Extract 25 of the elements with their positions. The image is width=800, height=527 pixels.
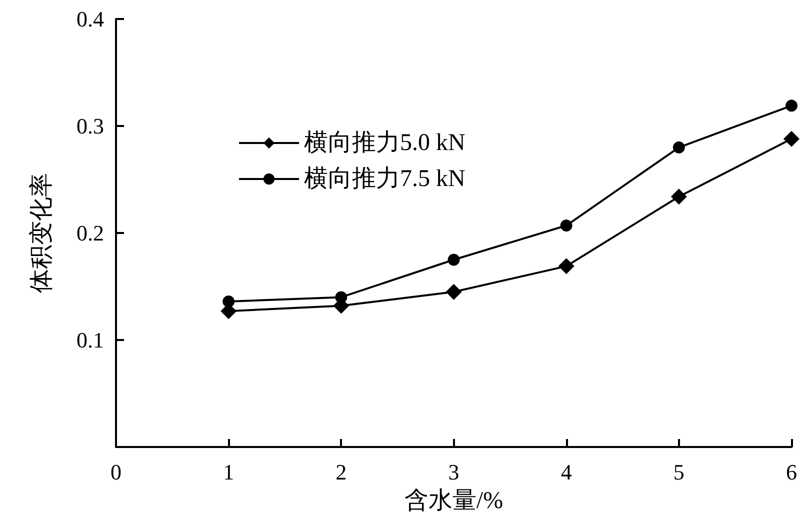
x-tick-label: 3 — [448, 460, 460, 484]
point — [560, 220, 572, 232]
x-axis-title: 含水量/% — [404, 488, 504, 514]
x-tick-label: 6 — [786, 460, 797, 484]
y-axis-title: 体积变化率 — [28, 173, 55, 293]
y-tick-label: 0.3 — [76, 114, 104, 138]
y-tick-label: 0.2 — [76, 220, 104, 246]
point — [446, 284, 462, 300]
point — [335, 291, 348, 304]
point — [786, 100, 798, 112]
point — [670, 188, 687, 205]
legend-label: 横向推力7.5 kN — [304, 166, 466, 192]
x-tick-label: 4 — [560, 460, 572, 484]
y-tick-label: 0.4 — [76, 6, 104, 32]
x-tick-label: 1 — [223, 460, 234, 484]
point — [558, 258, 574, 274]
x-tick-label: 5 — [673, 460, 684, 484]
point — [222, 295, 235, 308]
x-tick-label: 0 — [110, 460, 122, 484]
point — [784, 130, 800, 147]
y-tick-label: 0.1 — [76, 328, 104, 352]
point — [672, 141, 685, 154]
point — [448, 254, 460, 266]
x-tick-label: 2 — [336, 460, 347, 484]
legend-label: 横向推力5.0 kN — [304, 130, 466, 156]
